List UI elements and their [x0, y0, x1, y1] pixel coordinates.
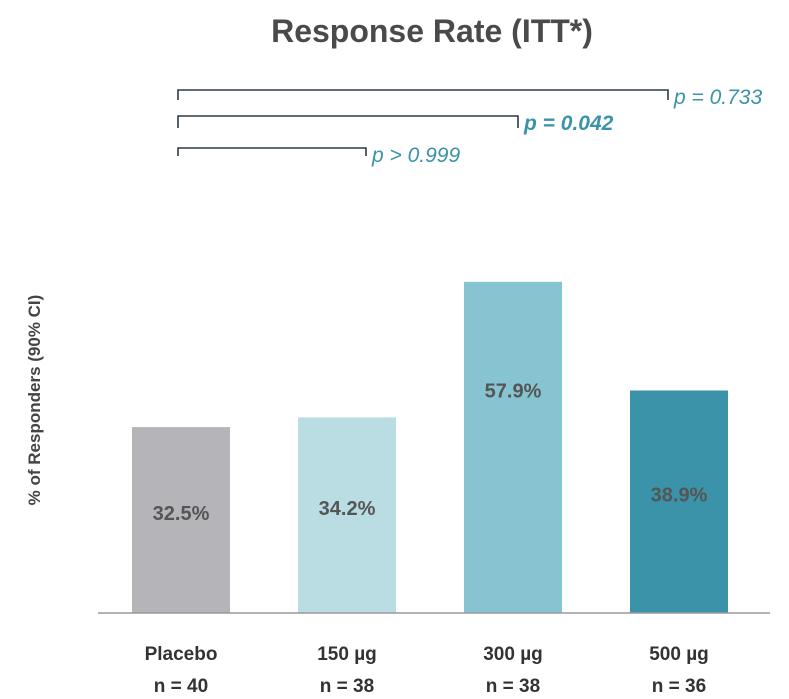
bars-group: 32.5% 34.2% 57.9% 38.9% [132, 281, 728, 613]
sample-size-label-0: n = 40 [154, 676, 208, 697]
bar-value-label-2: 57.9% [485, 380, 542, 402]
sample-size-label-3: n = 36 [652, 676, 706, 697]
y-axis-label: % of Responders (90% CI) [25, 295, 44, 506]
significance-brackets: p > 0.999 p = 0.042 p = 0.733 [177, 86, 762, 167]
sample-size-label-1: n = 38 [320, 676, 374, 697]
bar-value-label-1: 34.2% [319, 498, 376, 520]
p-value-label-1: p = 0.042 [523, 112, 614, 135]
p-value-label-0: p > 0.999 [371, 144, 460, 167]
bar-1 [298, 417, 396, 613]
category-label-3: 500 µg [649, 644, 709, 665]
bar-value-label-3: 38.9% [651, 485, 708, 507]
bar-0 [132, 427, 230, 613]
category-label-1: 150 µg [317, 644, 377, 665]
significance-bracket-0 [177, 147, 367, 156]
bar-3 [630, 390, 728, 613]
category-labels: Placebo n = 40 150 µg n = 38 300 µg n = 38 500… [145, 644, 709, 697]
category-label-0: Placebo [145, 644, 218, 665]
bar-value-label-0: 32.5% [153, 503, 210, 525]
significance-bracket-2 [177, 89, 669, 100]
bar-2 [464, 281, 562, 613]
chart-title: Response Rate (ITT*) [271, 13, 593, 49]
category-label-2: 300 µg [483, 644, 543, 665]
p-value-label-2: p = 0.733 [673, 86, 762, 109]
sample-size-label-2: n = 38 [486, 676, 540, 697]
significance-bracket-1 [177, 115, 519, 128]
